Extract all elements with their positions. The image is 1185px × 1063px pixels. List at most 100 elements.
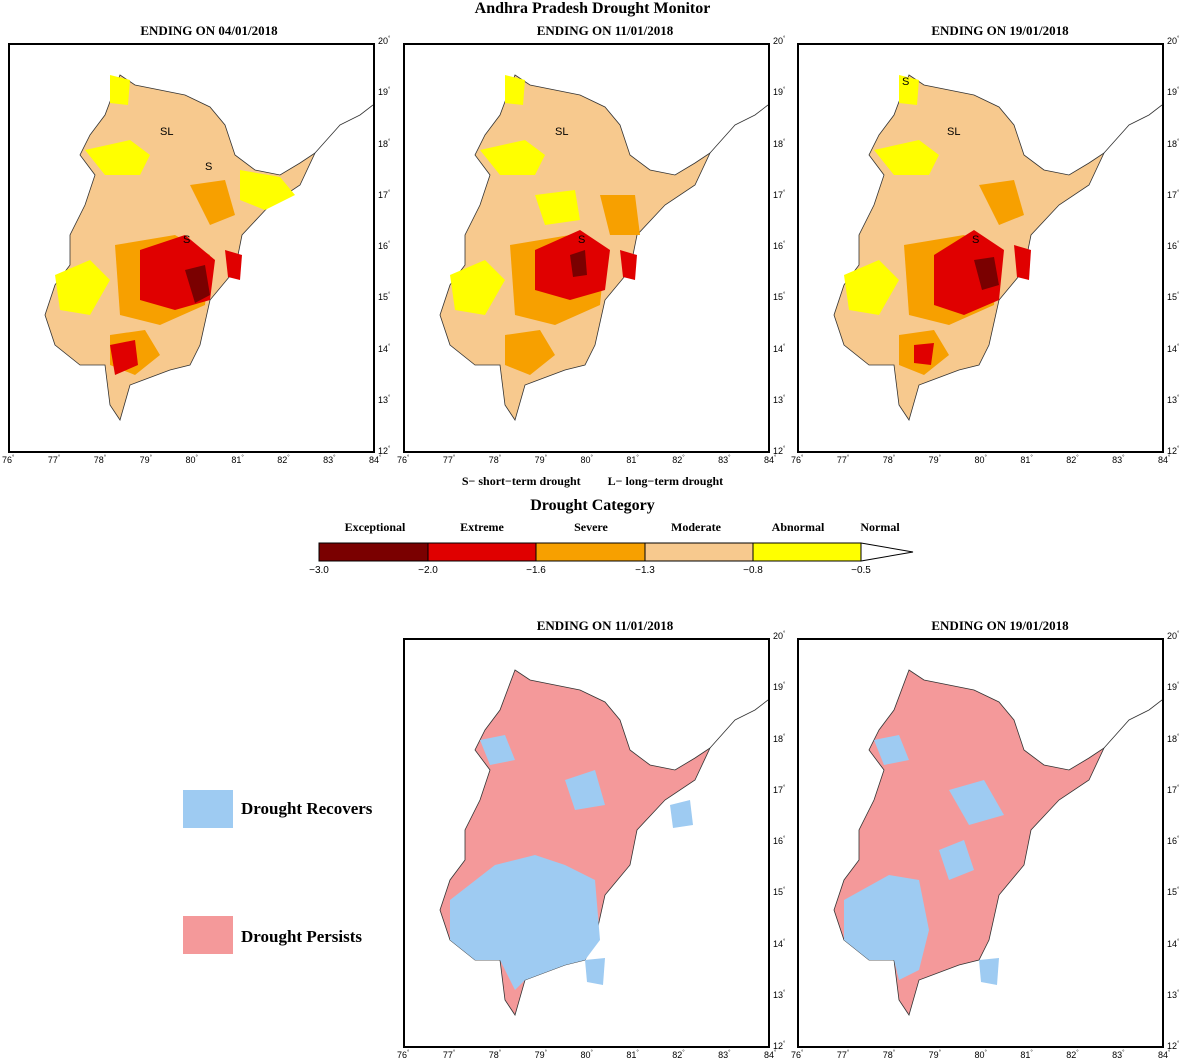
lat-tick-label: 12° xyxy=(773,1041,786,1051)
recovers-region xyxy=(450,735,693,990)
colorbar-break-4: −1.3 xyxy=(635,565,655,576)
lon-tick-label: 81° xyxy=(231,455,244,465)
drought-map-panel-2: SL S xyxy=(403,43,770,453)
lon-tick-label: 78° xyxy=(488,455,502,465)
lat-tick-label: 18° xyxy=(773,733,786,744)
lat-tick-label: 15° xyxy=(378,292,391,303)
lat-tick-label: 12° xyxy=(378,446,391,456)
category-label-extreme: Extreme xyxy=(460,520,504,534)
lat-tick-label: 13° xyxy=(1167,394,1180,405)
lat-tick-label: 16° xyxy=(773,836,786,846)
lat-tick-label: 16° xyxy=(773,241,786,251)
drought-map-1: SL S S xyxy=(44,74,373,421)
panel-title-2: ENDING ON 11/01/2018 xyxy=(536,23,674,38)
lat-tick-label: 17° xyxy=(773,784,786,795)
category-title: Drought Category xyxy=(530,497,655,514)
drought-colorbar xyxy=(318,542,914,562)
legend-label-recovers: Drought Recovers xyxy=(241,799,373,818)
lat-tick-label: 20° xyxy=(1167,631,1180,641)
recovers-region xyxy=(844,735,1004,985)
lon-tick-label: 83° xyxy=(1112,1050,1125,1060)
lon-tick-label: 79° xyxy=(534,455,548,465)
lat-tick-label: 15° xyxy=(773,292,786,303)
lon-tick-label: 80° xyxy=(580,455,593,465)
panel-title-3: ENDING ON 19/01/2018 xyxy=(931,23,1069,38)
lat-tick-label: 19° xyxy=(773,87,786,98)
lon-tick-label: 77° xyxy=(47,455,61,465)
label-s: S xyxy=(902,76,909,88)
lon-tick-label: 82° xyxy=(277,455,290,465)
lat-tick-label: 19° xyxy=(1167,87,1180,98)
lon-tick-label: 84° xyxy=(764,1050,777,1060)
lon-tick-label: 83° xyxy=(323,455,336,465)
lat-tick-label: 19° xyxy=(378,87,391,98)
lat-tick-label: 20° xyxy=(1167,36,1180,46)
colorbar-severe xyxy=(535,542,646,562)
lat-tick-label: 12° xyxy=(773,446,786,456)
page-title: Andhra Pradesh Drought Monitor xyxy=(474,0,711,17)
legend-swatch-persists xyxy=(183,916,233,954)
coast-outline xyxy=(314,104,373,154)
lon-tick-label: 78° xyxy=(882,1050,896,1060)
colorbar-moderate xyxy=(644,542,754,562)
lat-tick-label: 14° xyxy=(1167,938,1180,949)
lon-tick-label: 76° xyxy=(2,455,15,465)
lon-tick-label: 79° xyxy=(928,455,942,465)
lat-tick-label: 17° xyxy=(1167,784,1180,795)
lat-tick-label: 14° xyxy=(1167,343,1180,354)
coast-outline xyxy=(1103,699,1162,749)
label-sl: SL xyxy=(947,126,960,138)
drought-map-panel-3: S SL S xyxy=(797,43,1164,453)
colorbar-abnormal xyxy=(752,542,862,562)
drought-map-3: S SL S xyxy=(833,74,1162,421)
category-label-severe: Severe xyxy=(574,520,608,534)
label-sl: SL xyxy=(555,126,568,138)
lon-tick-label: 80° xyxy=(580,1050,593,1060)
change-map-panel-1 xyxy=(403,638,770,1048)
long-term-note: L− long−term drought xyxy=(607,474,724,488)
persists-region xyxy=(833,669,1105,1016)
lon-tick-label: 79° xyxy=(139,455,153,465)
lon-tick-label: 84° xyxy=(1158,1050,1171,1060)
colorbar-break-1: −3.0 xyxy=(309,565,329,576)
lat-tick-label: 17° xyxy=(773,189,786,200)
lon-tick-label: 76° xyxy=(791,455,804,465)
label-sl: SL xyxy=(160,126,173,138)
persists-region xyxy=(439,669,711,1016)
label-s: S xyxy=(972,234,979,246)
lat-tick-label: 13° xyxy=(378,394,391,405)
lon-tick-label: 84° xyxy=(1158,455,1171,465)
lon-tick-label: 79° xyxy=(928,1050,942,1060)
extreme-zones xyxy=(914,230,1031,365)
lat-tick-label: 13° xyxy=(773,989,786,1000)
exceptional-zones xyxy=(570,250,587,277)
colorbar-break-5: −0.8 xyxy=(743,565,763,576)
lat-tick-label: 16° xyxy=(378,241,391,251)
lat-tick-label: 20° xyxy=(773,36,786,46)
exceptional-zones xyxy=(974,257,999,290)
lon-tick-label: 81° xyxy=(626,1050,639,1060)
lat-tick-label: 13° xyxy=(773,394,786,405)
lat-tick-label: 19° xyxy=(773,682,786,693)
lat-tick-label: 18° xyxy=(1167,733,1180,744)
colorbar-break-6: −0.5 xyxy=(851,565,871,576)
coast-outline xyxy=(709,699,768,749)
drought-map-panel-1: SL S S xyxy=(8,43,375,453)
lat-tick-label: 12° xyxy=(1167,1041,1180,1051)
lon-tick-label: 80° xyxy=(185,455,198,465)
lat-tick-label: 20° xyxy=(773,631,786,641)
lon-tick-label: 82° xyxy=(672,455,685,465)
lat-tick-label: 12° xyxy=(1167,446,1180,456)
colorbar-break-3: −1.6 xyxy=(526,565,546,576)
lat-tick-label: 20° xyxy=(378,36,391,46)
lon-tick-label: 77° xyxy=(442,1050,456,1060)
lon-tick-label: 76° xyxy=(397,1050,410,1060)
legend-swatch-recovers xyxy=(183,790,233,828)
colorbar-break-2: −2.0 xyxy=(418,565,438,576)
coast-outline xyxy=(709,104,768,154)
lon-tick-label: 77° xyxy=(442,455,456,465)
abnormal-zones xyxy=(844,75,939,315)
lat-tick-label: 18° xyxy=(1167,138,1180,149)
abnormal-zones xyxy=(55,75,295,315)
lon-tick-label: 84° xyxy=(369,455,382,465)
